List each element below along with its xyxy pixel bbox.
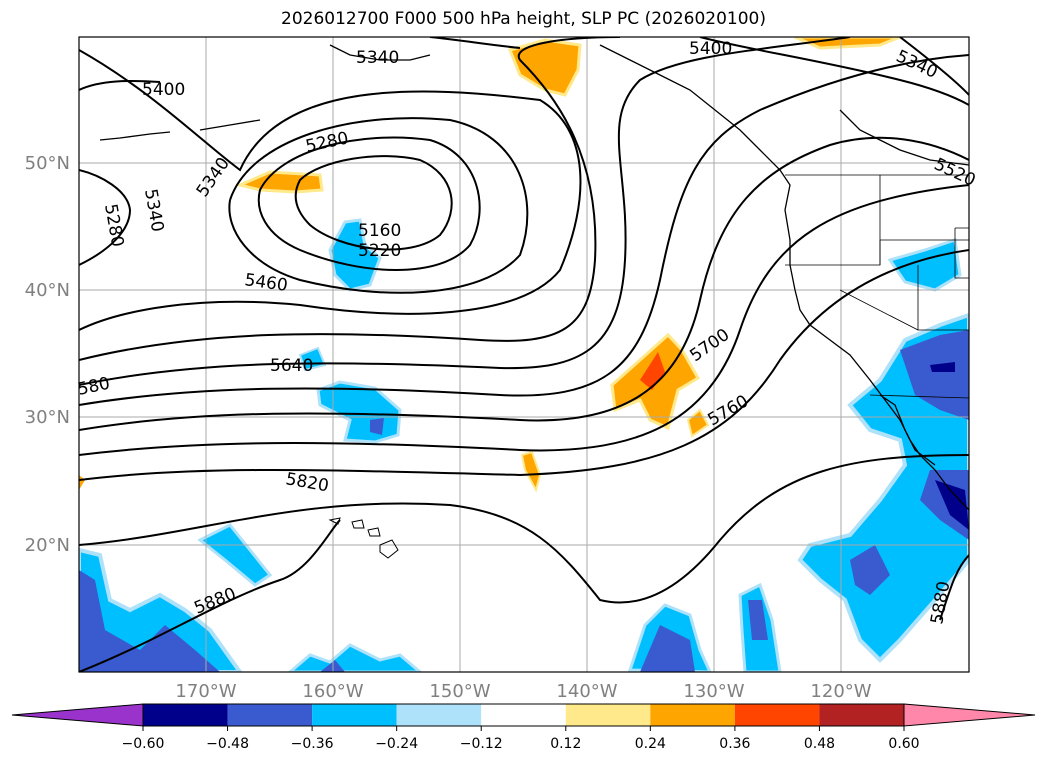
contour-label: 580 — [76, 374, 112, 400]
colorbar-segment — [481, 704, 566, 726]
longitude-labels: 170°W 160°W 150°W 140°W 130°W 120°W — [175, 681, 871, 702]
lon-label: 150°W — [429, 681, 490, 702]
lon-label: 130°W — [683, 681, 744, 702]
graticule — [79, 37, 969, 672]
lat-label: 30°N — [25, 407, 70, 428]
negative-anomaly-strong — [930, 362, 955, 372]
colorbar-tick-label: −0.60 — [122, 736, 165, 752]
contour-label: 5520 — [931, 154, 979, 190]
colorbar-tick-label: 0.36 — [719, 736, 750, 752]
lon-label: 170°W — [175, 681, 236, 702]
contour-label: 5160 — [358, 221, 401, 241]
negative-anomaly-patch — [197, 523, 273, 587]
colorbar-segment — [819, 704, 904, 726]
negative-anomaly-core — [850, 545, 890, 595]
hawaii-islands — [328, 517, 399, 559]
colorbar-extend-low — [11, 703, 144, 727]
borders — [785, 174, 969, 399]
colorbar-tick-label: 0.24 — [635, 736, 666, 752]
positive-anomaly-patch — [79, 475, 85, 490]
colorbar-tick-label: −0.36 — [291, 736, 334, 752]
negative-anomaly-core — [79, 570, 220, 672]
negative-anomaly-patch — [316, 380, 402, 444]
anomaly-shading — [79, 37, 969, 672]
positive-anomaly-patch — [794, 37, 901, 50]
contour-label: 5880 — [191, 584, 239, 619]
colorbar-extend-high — [903, 703, 1036, 727]
colorbar-segment — [734, 704, 820, 726]
contour-label: 5340 — [893, 46, 941, 82]
negative-anomaly-core — [748, 600, 768, 640]
colorbar-outline — [142, 703, 905, 727]
contour-label: 5640 — [270, 356, 313, 376]
lat-label: 20°N — [25, 535, 70, 556]
negative-anomaly-patch — [328, 218, 382, 292]
contour-label: 5760 — [705, 391, 752, 430]
negative-anomaly-core — [370, 418, 384, 435]
positive-anomaly-patch — [520, 450, 542, 493]
contour-label: 5700 — [686, 325, 733, 366]
height-contours — [79, 37, 969, 672]
colorbar-tick-label: 0.60 — [888, 736, 919, 752]
colorbar-tick-label: −0.24 — [375, 736, 418, 752]
negative-anomaly-patch — [287, 643, 423, 672]
contour-label: 5220 — [358, 241, 401, 261]
map-title: 2026012700 F000 500 hPa height, SLP PC (… — [281, 9, 766, 29]
map-plot-area — [79, 37, 969, 672]
negative-anomaly-core — [640, 625, 695, 672]
contour-label: 5820 — [284, 469, 330, 496]
negative-anomaly-strong — [935, 480, 969, 530]
colorbar-segment — [227, 704, 313, 726]
lon-label: 120°W — [810, 681, 871, 702]
latitude-labels: 50°N 40°N 30°N 20°N — [25, 153, 70, 556]
colorbar-segment — [650, 704, 735, 726]
contour-label: 5400 — [142, 80, 185, 100]
lat-label: 40°N — [25, 280, 70, 301]
colorbar: −0.60 −0.48 −0.36 −0.24 −0.12 0.12 0.24 0.36 0.4… — [11, 703, 1036, 752]
colorbar-segment — [565, 704, 651, 726]
colorbar-tick-label: 0.12 — [550, 736, 581, 752]
contour-label: 5340 — [356, 48, 399, 68]
positive-anomaly-patch — [235, 170, 324, 194]
positive-anomaly-patch — [507, 38, 582, 97]
colorbar-tick-label: 0.48 — [804, 736, 835, 752]
colorbar-segment — [143, 704, 228, 726]
lat-label: 50°N — [25, 153, 70, 174]
map-frame — [78, 36, 970, 673]
contour-label: 5400 — [689, 39, 732, 59]
colorbar-tick-label: −0.48 — [206, 736, 249, 752]
colorbar-segment — [312, 704, 397, 726]
negative-anomaly-patch — [887, 238, 962, 292]
contour-label: 5340 — [140, 187, 167, 233]
negative-anomaly-patch — [298, 346, 327, 372]
lon-label: 140°W — [556, 681, 617, 702]
coastlines — [99, 44, 969, 511]
colorbar-segment — [396, 704, 482, 726]
colorbar-tick-label: −0.12 — [460, 736, 503, 752]
lon-label: 160°W — [302, 681, 363, 702]
contour-label: 5280 — [100, 202, 127, 248]
